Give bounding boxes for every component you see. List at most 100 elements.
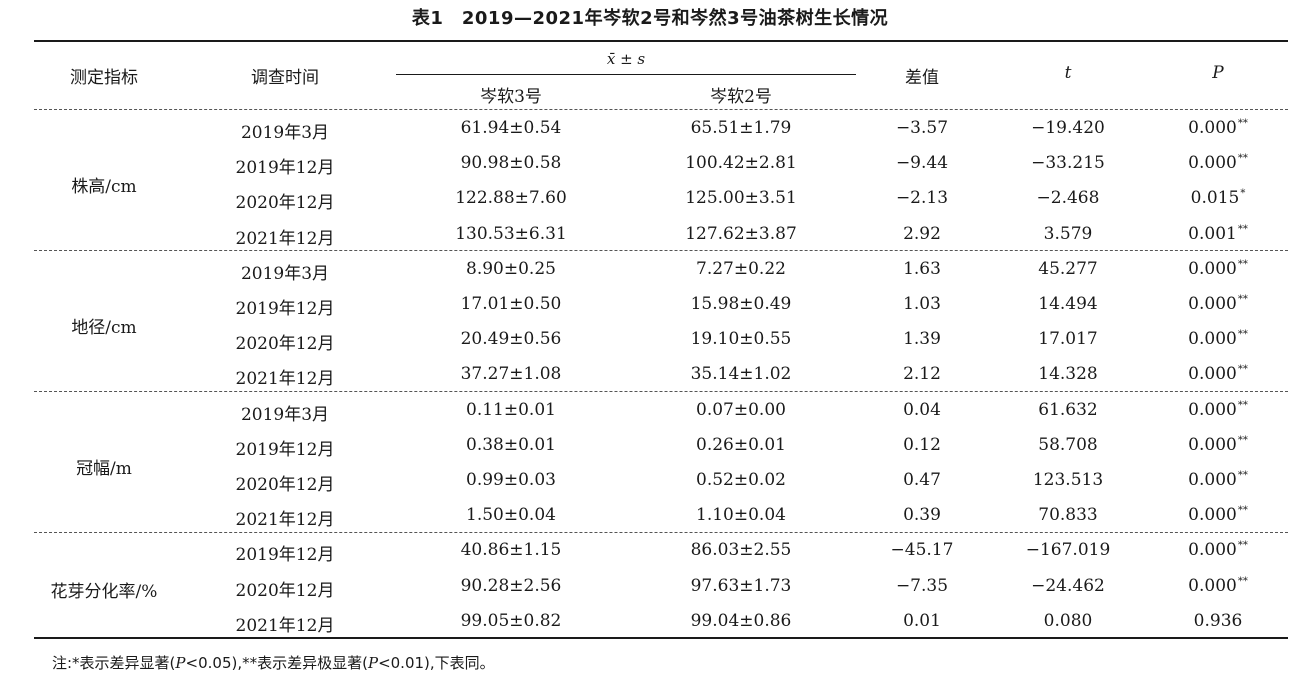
cultivar2-value: 7.27±0.22: [696, 258, 786, 279]
survey-time: 2021年12月: [235, 369, 335, 390]
note-mid: <0.05),**表示差异极显著(: [185, 654, 368, 672]
p-value: 0.000: [1188, 470, 1237, 490]
cultivar2-value: 0.07±0.00: [696, 399, 786, 420]
p-value: 0.001: [1188, 223, 1237, 244]
t-value: 14.328: [1038, 364, 1098, 385]
t-value: −24.462: [1031, 575, 1105, 596]
p-value-cell: 0.936: [1148, 611, 1288, 631]
diff-value: −45.17: [890, 540, 954, 561]
cultivar3-value: 122.88±7.60: [455, 188, 567, 209]
cultivar3-value: 0.99±0.03: [466, 470, 556, 490]
diff-value: 1.39: [903, 329, 941, 350]
significance-mark: **: [1237, 153, 1248, 165]
p-value-cell: 0.015*: [1148, 188, 1288, 208]
significance-mark: **: [1237, 470, 1248, 481]
footnote: 注:*表示差异显著(P<0.05),**表示差异极显著(P<0.01),下表同。: [52, 652, 495, 673]
t-value: 58.708: [1038, 434, 1098, 455]
p-value: 0.000: [1188, 399, 1237, 420]
group-divider: [34, 250, 1288, 251]
diff-value: 0.01: [903, 610, 941, 631]
significance-mark: **: [1237, 223, 1248, 235]
cultivar3-value: 17.01±0.50: [460, 294, 562, 314]
mean-sd-subrule: [396, 74, 856, 75]
note-p-symbol: P: [175, 654, 186, 672]
p-value: 0.000: [1188, 364, 1237, 385]
cultivar2-value: 100.42±2.81: [685, 153, 797, 174]
t-value: −167.019: [1025, 540, 1111, 561]
header-diff: 差值: [905, 68, 939, 88]
cultivar2-value: 15.98±0.49: [690, 294, 792, 314]
t-value: 14.494: [1038, 294, 1098, 314]
diff-value: 0.47: [903, 470, 941, 490]
diff-value: 1.03: [903, 294, 941, 314]
p-value-cell: 0.000**: [1148, 540, 1288, 560]
significance-mark: **: [1237, 294, 1248, 305]
p-value: 0.000: [1188, 505, 1237, 526]
significance-mark: **: [1237, 399, 1248, 411]
p-value: 0.000: [1188, 294, 1237, 314]
p-value: 0.000: [1188, 258, 1237, 279]
p-value: 0.000: [1188, 434, 1237, 455]
survey-time: 2020年12月: [235, 580, 335, 601]
cultivar3-value: 37.27±1.08: [460, 364, 562, 385]
note-prefix: 注:*表示差异显著(: [52, 654, 176, 672]
table-title: 表1 2019—2021年岑软2号和岑然3号油茶树生长情况: [411, 8, 889, 29]
significance-mark: **: [1237, 540, 1248, 552]
p-value: 0.015: [1190, 188, 1240, 209]
p-value-cell: 0.000**: [1148, 329, 1288, 349]
header-indicator: 测定指标: [70, 68, 138, 88]
diff-value: −7.35: [895, 575, 949, 596]
p-value-cell: 0.000**: [1148, 435, 1288, 455]
survey-time: 2021年12月: [235, 510, 335, 531]
survey-time: 2020年12月: [235, 334, 335, 355]
cultivar3-value: 130.53±6.31: [455, 223, 567, 244]
p-value-cell: 0.000**: [1148, 576, 1288, 596]
cultivar3-value: 0.38±0.01: [466, 434, 556, 455]
group-indicator: 地径/cm: [71, 318, 137, 339]
survey-time: 2021年12月: [235, 615, 335, 636]
header-p: P: [1212, 63, 1224, 83]
cultivar2-value: 86.03±2.55: [690, 540, 792, 561]
cultivar3-value: 1.50±0.04: [466, 505, 556, 526]
t-value: 0.080: [1043, 610, 1093, 631]
t-value: 3.579: [1043, 223, 1093, 244]
header-cultivar3: 岑软3号: [480, 87, 542, 107]
cultivar2-value: 65.51±1.79: [690, 118, 792, 138]
bottom-rule: [34, 637, 1288, 639]
significance-mark: **: [1237, 575, 1248, 587]
p-value-cell: 0.000**: [1148, 118, 1288, 138]
diff-value: 2.12: [903, 364, 941, 385]
t-value: −2.468: [1036, 188, 1100, 209]
diff-value: −9.44: [895, 153, 949, 174]
t-value: 123.513: [1032, 470, 1104, 490]
p-value: 0.000: [1188, 153, 1237, 174]
t-value: −19.420: [1031, 118, 1105, 138]
p-value: 0.936: [1193, 610, 1243, 631]
significance-mark: **: [1237, 364, 1248, 376]
survey-time: 2019年3月: [240, 123, 330, 143]
p-value: 0.000: [1188, 118, 1237, 138]
header-t: t: [1064, 63, 1072, 83]
cultivar3-value: 99.05±0.82: [460, 610, 562, 631]
cultivar3-value: 20.49±0.56: [460, 329, 562, 350]
note-suffix: <0.01),下表同。: [378, 654, 495, 672]
p-value-cell: 0.001**: [1148, 224, 1288, 244]
survey-time: 2020年12月: [235, 475, 335, 495]
cultivar2-value: 125.00±3.51: [685, 188, 797, 209]
diff-value: 2.92: [903, 223, 941, 244]
header-time: 调查时间: [251, 68, 319, 88]
t-value: −33.215: [1031, 153, 1105, 174]
cultivar3-value: 0.11±0.01: [466, 399, 556, 420]
p-value: 0.000: [1188, 575, 1237, 596]
diff-value: 1.63: [903, 258, 941, 279]
cultivar3-value: 40.86±1.15: [460, 540, 562, 561]
survey-time: 2019年12月: [235, 299, 335, 319]
p-value-cell: 0.000**: [1148, 153, 1288, 173]
note-p-symbol: P: [367, 654, 379, 672]
p-value-cell: 0.000**: [1148, 505, 1288, 525]
group-indicator: 株高/cm: [71, 177, 137, 198]
group-divider: [34, 109, 1288, 110]
cultivar2-value: 35.14±1.02: [690, 364, 792, 385]
cultivar2-value: 127.62±3.87: [685, 223, 797, 244]
survey-time: 2020年12月: [235, 193, 335, 214]
